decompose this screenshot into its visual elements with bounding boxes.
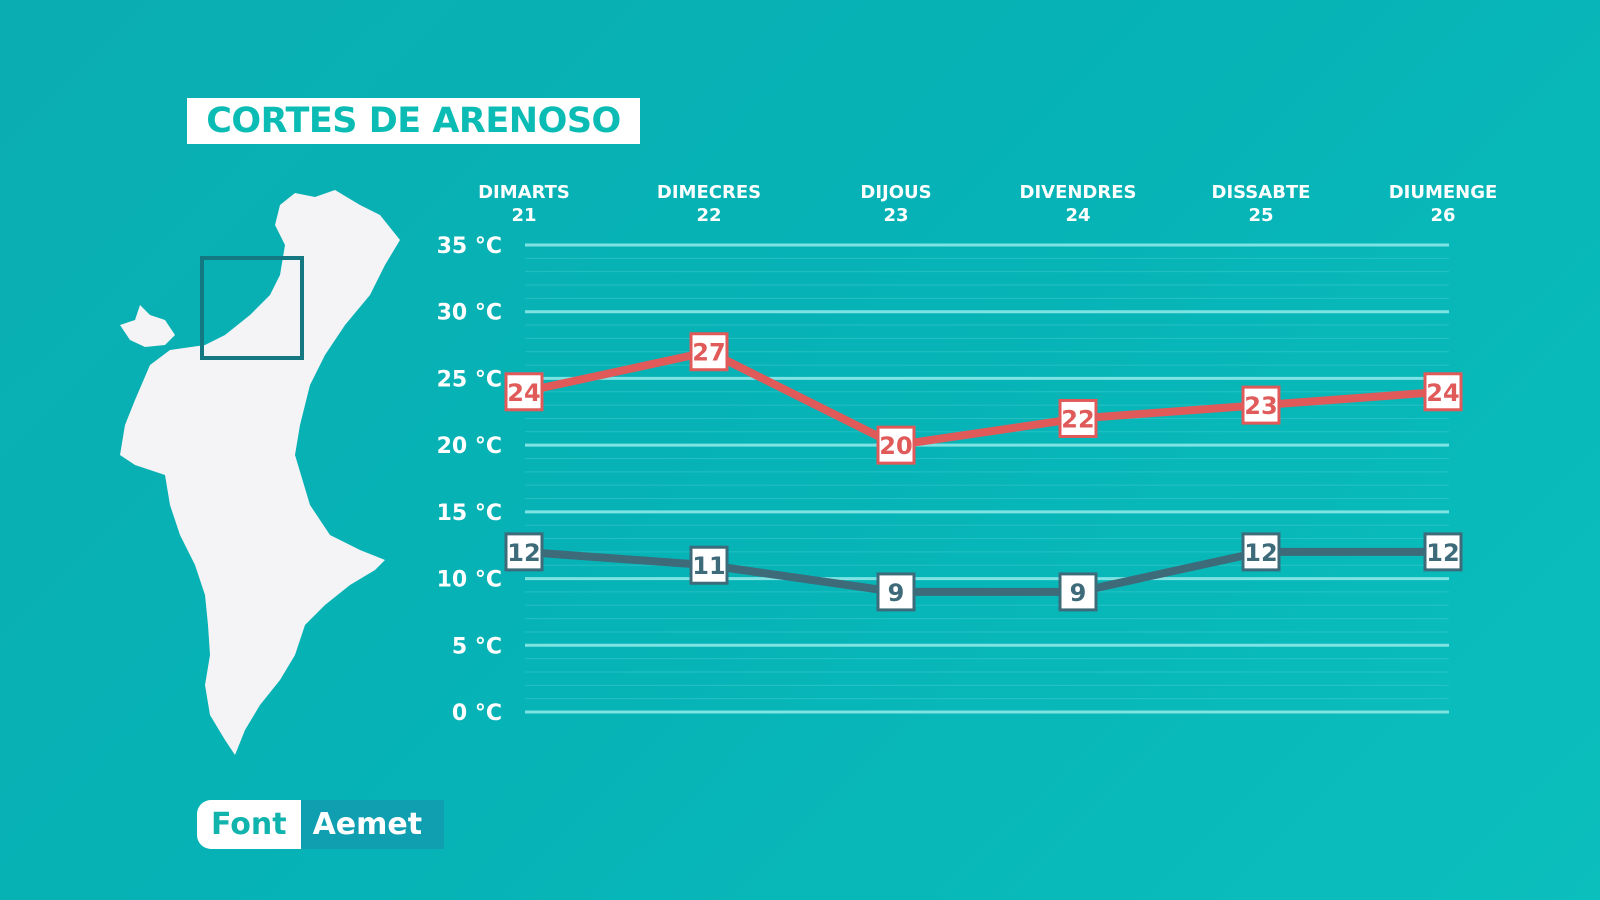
x-date-label: 21 [511,205,536,226]
y-tick-label: 25 °C [437,367,502,392]
data-point-min [504,532,544,572]
x-day-label: DIUMENGE [1389,182,1498,203]
x-day-label: DIMECRES [657,182,761,203]
data-label-max: 20 [879,432,912,460]
location-title-text: CORTES DE ARENOSO [206,101,621,141]
x-date-label: 22 [696,205,721,226]
y-tick-label: 0 °C [452,701,502,726]
data-label-min: 9 [888,579,905,607]
x-day-label: DIMARTS [478,182,570,203]
region-shape [120,190,400,755]
source-label: Font [197,800,301,849]
data-label-min: 12 [1244,539,1277,567]
data-label-min: 11 [692,552,725,580]
y-tick-label: 30 °C [437,301,502,326]
data-point-max [689,332,729,372]
y-tick-label: 5 °C [452,634,502,659]
region-map [120,190,400,755]
data-point-min [1058,572,1098,612]
x-day-label: DIJOUS [860,182,931,203]
data-label-max: 24 [1426,379,1459,407]
data-label-max: 27 [692,339,725,367]
y-tick-label: 10 °C [437,568,502,593]
x-date-label: 25 [1248,205,1273,226]
series-line-max [523,347,1444,450]
y-tick-label: 35 °C [437,234,502,259]
x-date-label: 23 [883,205,908,226]
location-title: CORTES DE ARENOSO [187,98,640,144]
data-point-min [689,545,729,585]
source-badge: Font Aemet [197,800,445,849]
location-marker-box [200,256,304,360]
data-point-min [876,572,916,612]
data-label-min: 9 [1070,579,1087,607]
data-point-min [1423,532,1463,572]
data-point-max [1241,385,1281,425]
data-point-max [504,372,544,412]
y-tick-label: 15 °C [437,501,502,526]
data-label-max: 23 [1244,392,1277,420]
data-point-max [1058,398,1098,438]
data-point-min [1241,532,1281,572]
data-label-max: 24 [507,379,540,407]
x-day-label: DISSABTE [1212,182,1311,203]
island-shape [120,305,175,347]
data-label-min: 12 [1426,539,1459,567]
x-day-label: DIVENDRES [1020,182,1137,203]
x-date-label: 26 [1430,205,1455,226]
x-date-label: 24 [1065,205,1090,226]
data-point-max [876,425,916,465]
data-label-min: 12 [507,539,540,567]
data-point-max [1423,372,1463,412]
y-tick-label: 20 °C [437,434,502,459]
data-label-max: 22 [1061,405,1094,433]
source-value: Aemet [300,800,445,849]
series-line-min [523,547,1443,596]
